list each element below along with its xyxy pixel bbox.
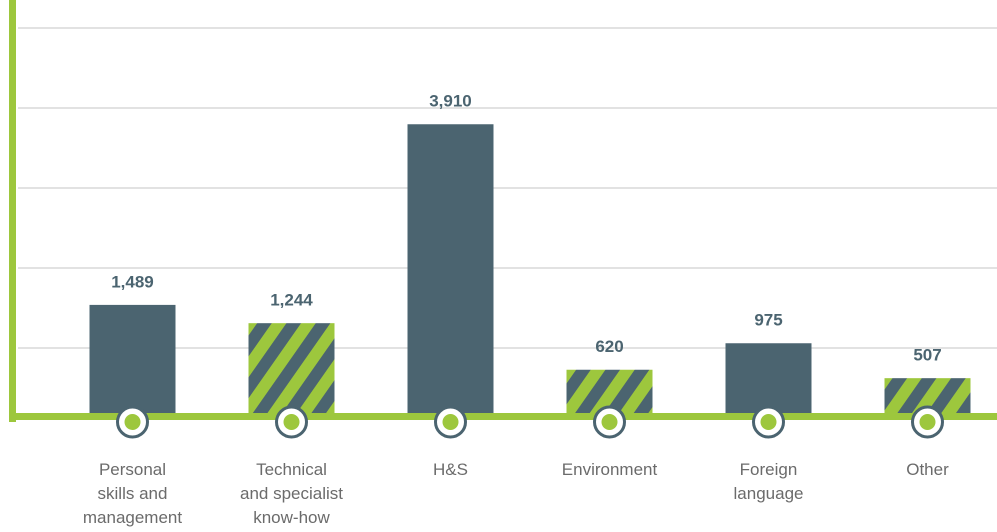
- x-tick-label: H&S: [433, 460, 468, 479]
- label-line: language: [734, 484, 804, 503]
- value-label: 975: [754, 311, 782, 330]
- label-line: skills and: [98, 484, 168, 503]
- value-label: 3,910: [429, 92, 472, 111]
- bar: [725, 343, 812, 416]
- label-line: Environment: [562, 460, 658, 479]
- label-line: Other: [906, 460, 949, 479]
- label-line: H&S: [433, 460, 468, 479]
- value-label: 620: [595, 337, 623, 356]
- value-label: 1,489: [111, 272, 154, 291]
- bar: [89, 304, 176, 416]
- x-axis: [9, 413, 997, 420]
- x-tick-label: Environment: [562, 460, 658, 479]
- label-line: Foreign: [740, 460, 798, 479]
- label-line: and specialist: [240, 484, 343, 503]
- axis-dot-center: [124, 414, 141, 430]
- axis-dot-center: [283, 414, 300, 430]
- x-tick-label: Technical and specialist know-how: [240, 460, 343, 527]
- x-tick-label: Personal skills and management: [83, 460, 183, 527]
- label-line: know-how: [253, 508, 330, 527]
- axis-dot-center: [919, 414, 936, 430]
- x-tick-label: Foreign language: [734, 460, 804, 503]
- value-label: 507: [913, 346, 941, 365]
- bar: [407, 124, 494, 416]
- axis-dot-center: [442, 414, 459, 430]
- bar: [248, 323, 335, 416]
- axis-dot-center: [760, 414, 777, 430]
- label-line: management: [83, 508, 183, 527]
- label-line: Personal: [99, 460, 166, 479]
- value-label: 1,244: [270, 291, 313, 310]
- y-axis: [9, 0, 16, 422]
- x-tick-label: Other: [906, 460, 949, 479]
- label-line: Technical: [256, 460, 327, 479]
- axis-dot-center: [601, 414, 618, 430]
